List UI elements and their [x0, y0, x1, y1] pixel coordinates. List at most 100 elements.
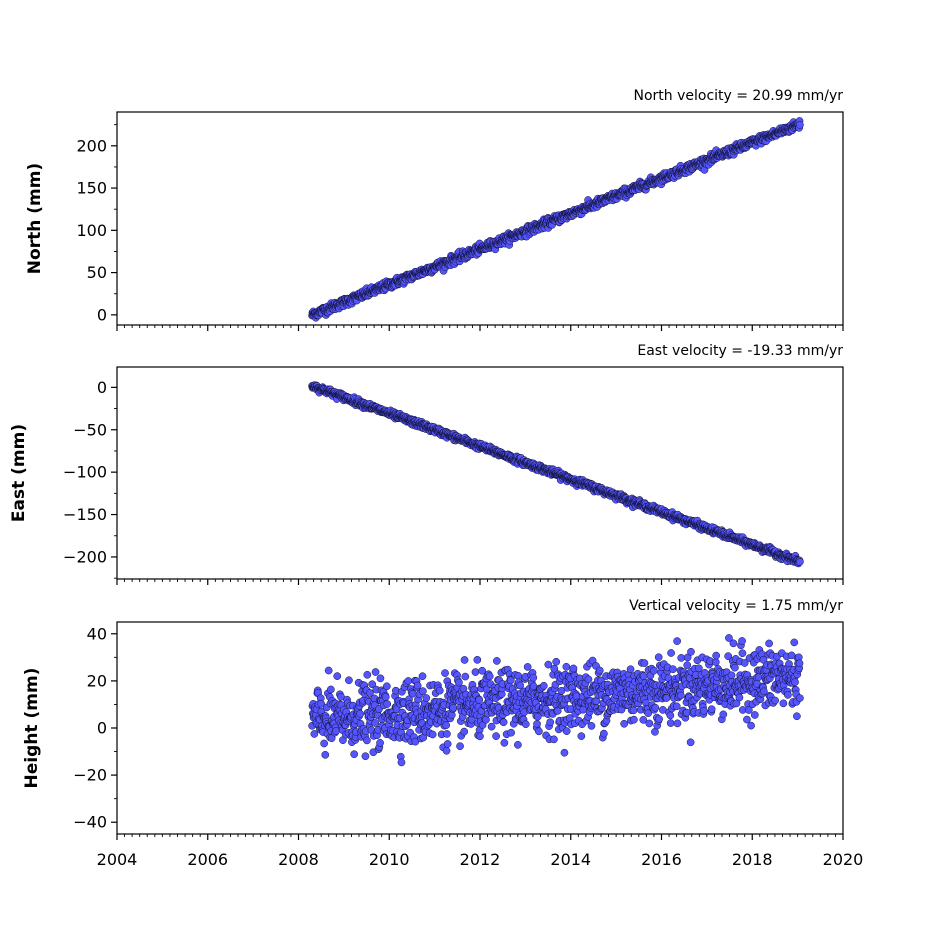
data-point: [523, 663, 532, 671]
data-point: [492, 732, 500, 740]
x-tick-label: 2014: [550, 850, 591, 869]
data-point: [651, 703, 660, 712]
east-panel: East velocity = -19.33 mm/yr 0 −50 −100 −15…: [9, 343, 844, 585]
north-panel: North velocity = 20.99 mm/yr 0 50 100 150 20…: [25, 88, 844, 331]
x-tick-label: 2008: [278, 850, 319, 869]
data-point: [795, 659, 804, 668]
data-point: [546, 718, 555, 727]
east-plot-frame: [116, 366, 844, 580]
x-tick-label: 2020: [823, 850, 864, 869]
data-point: [584, 675, 593, 684]
data-point: [471, 668, 480, 676]
data-point: [677, 654, 686, 662]
data-point: [320, 739, 328, 748]
data-point: [796, 558, 804, 566]
data-point: [521, 720, 530, 729]
data-point: [443, 730, 451, 738]
x-tick-label: 2010: [369, 850, 410, 869]
data-point: [333, 672, 342, 680]
y-tick-label: −100: [63, 463, 107, 482]
data-point: [727, 671, 736, 680]
data-point: [645, 719, 654, 728]
north-points: [308, 117, 804, 322]
y-tick-label: −150: [63, 505, 107, 524]
data-point: [539, 681, 548, 690]
data-point: [771, 696, 779, 705]
data-point: [779, 699, 788, 708]
east-ylabel: East (mm): [9, 424, 29, 522]
x-tick-label: 2018: [732, 850, 773, 869]
data-point: [600, 729, 608, 738]
data-point: [626, 665, 635, 674]
east-panel-title: East velocity = -19.33 mm/yr: [637, 343, 843, 359]
north-y-axis: 0 50 100 150 200: [76, 124, 117, 324]
east-x-axis: [116, 579, 844, 585]
y-tick-label: −20: [73, 766, 107, 785]
data-point: [796, 694, 804, 702]
data-point: [473, 655, 482, 664]
data-point: [321, 750, 330, 759]
data-point: [485, 672, 494, 681]
y-tick-label: 40: [87, 624, 107, 643]
data-point: [413, 681, 422, 690]
data-point: [404, 677, 413, 685]
data-point: [699, 706, 708, 715]
data-point: [487, 722, 496, 731]
data-point: [535, 727, 543, 736]
data-point: [327, 685, 335, 694]
data-point: [784, 691, 792, 699]
data-point: [683, 708, 691, 717]
data-point: [562, 727, 571, 736]
y-tick-label: −200: [63, 547, 107, 566]
data-point: [324, 666, 333, 675]
data-point: [350, 750, 359, 759]
data-point: [500, 739, 509, 747]
y-tick-label: −50: [73, 420, 107, 439]
data-point: [381, 693, 390, 701]
data-point: [442, 721, 451, 730]
data-point: [743, 715, 751, 724]
data-point: [729, 639, 738, 648]
height-y-axis: 40 20 0 −20 −40: [73, 624, 117, 832]
data-point: [719, 710, 728, 719]
x-tick-label: 2012: [460, 850, 501, 869]
data-point: [796, 120, 804, 129]
data-point: [529, 673, 538, 682]
data-point: [667, 649, 675, 657]
data-point: [371, 668, 380, 676]
y-tick-label: 200: [76, 136, 107, 155]
data-point: [673, 719, 682, 728]
data-point: [747, 721, 755, 730]
data-point: [639, 672, 648, 680]
data-point: [572, 692, 581, 701]
y-tick-label: 50: [87, 263, 107, 282]
height-ylabel: Height (mm): [22, 668, 42, 789]
data-point: [455, 678, 463, 687]
data-point: [666, 711, 675, 720]
data-point: [731, 663, 739, 672]
data-point: [560, 748, 569, 757]
data-point: [738, 649, 747, 658]
y-tick-label: −40: [73, 813, 107, 832]
data-point: [397, 758, 406, 767]
data-point: [577, 732, 586, 740]
data-point: [443, 740, 452, 748]
data-point: [356, 709, 365, 718]
data-point: [476, 732, 484, 741]
data-point: [456, 742, 464, 751]
height-points: [308, 634, 804, 767]
y-tick-label: 100: [76, 221, 107, 240]
data-point: [514, 741, 522, 749]
data-point: [361, 752, 370, 761]
data-point: [493, 657, 501, 665]
east-y-axis: 0 −50 −100 −150 −200: [63, 378, 117, 579]
data-point: [533, 720, 541, 728]
data-point: [475, 695, 484, 704]
data-point: [673, 637, 681, 645]
data-point: [514, 672, 523, 680]
data-point: [687, 647, 695, 656]
data-point: [441, 669, 449, 677]
data-point: [640, 659, 649, 667]
data-point: [686, 738, 695, 747]
